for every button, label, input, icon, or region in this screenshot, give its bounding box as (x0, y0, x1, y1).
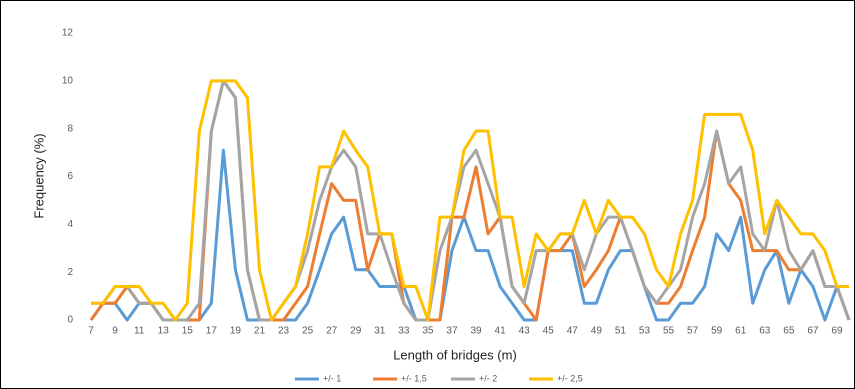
x-tick-label: 61 (735, 326, 747, 337)
x-tick-label: 9 (112, 326, 118, 337)
x-tick-label: 55 (663, 326, 675, 337)
line-series (89, 148, 851, 322)
x-tick-label: 35 (422, 326, 434, 337)
y-tick-label: 10 (62, 75, 74, 86)
legend-label: +/- 2 (479, 373, 497, 383)
x-tick-label: 63 (759, 326, 771, 337)
x-tick-label: 29 (350, 326, 362, 337)
x-tick-label: 19 (230, 326, 242, 337)
y-tick-label: 6 (67, 171, 73, 182)
x-tick-label: 45 (543, 326, 555, 337)
line-series (91, 79, 851, 322)
x-tick-label: 47 (567, 326, 579, 337)
legend-label: +/- 1 (323, 373, 341, 383)
y-tick-label: 8 (67, 123, 73, 134)
y-axis-title: Frequency (%) (31, 133, 46, 218)
y-tick-label: 4 (67, 219, 73, 230)
x-tick-label: 57 (687, 326, 699, 337)
x-tick-label: 53 (639, 326, 651, 337)
x-tick-label: 65 (783, 326, 795, 337)
x-tick-label: 11 (134, 326, 145, 337)
x-tick-label: 21 (254, 326, 266, 337)
y-tick-label: 0 (67, 315, 73, 326)
x-tick-label: 23 (278, 326, 290, 337)
x-tick-label: 39 (470, 326, 482, 337)
x-tick-label: 69 (831, 326, 843, 337)
x-axis-title: Length of bridges (m) (393, 347, 517, 362)
y-tick-label: 2 (67, 267, 73, 278)
x-tick-label: 33 (398, 326, 410, 337)
y-tick-label: 12 (62, 28, 74, 39)
x-tick-label: 67 (807, 326, 819, 337)
line-series (91, 79, 849, 322)
x-tick-label: 17 (206, 326, 218, 337)
x-tick-label: 7 (88, 326, 94, 337)
x-tick-label: 25 (302, 326, 314, 337)
x-tick-label: 49 (591, 326, 603, 337)
x-tick-label: 59 (711, 326, 723, 337)
x-tick-label: 51 (615, 326, 627, 337)
x-tick-label: 43 (519, 326, 531, 337)
x-tick-label: 41 (495, 326, 507, 337)
x-tick-label: 37 (446, 326, 458, 337)
x-tick-label: 13 (158, 326, 170, 337)
legend-label: +/- 1,5 (401, 373, 427, 383)
x-tick-label: 27 (326, 326, 338, 337)
x-tick-label: 15 (182, 326, 194, 337)
legend-label: +/- 2,5 (557, 373, 583, 383)
x-tick-label: 31 (374, 326, 386, 337)
